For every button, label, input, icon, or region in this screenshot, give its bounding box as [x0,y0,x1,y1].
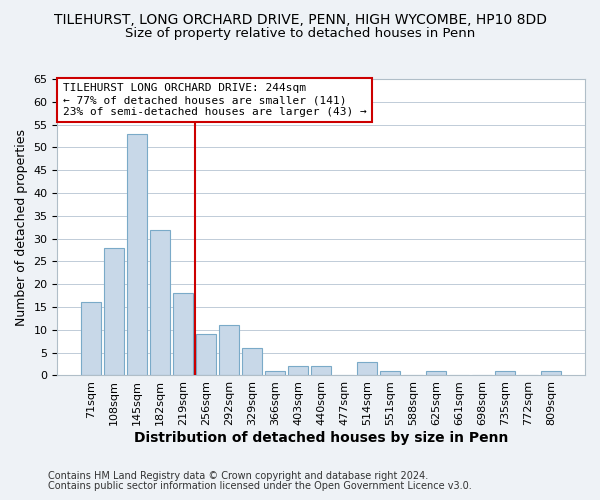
Bar [220,326,239,376]
Text: Contains HM Land Registry data © Crown copyright and database right 2024.: Contains HM Land Registry data © Crown c… [48,471,428,481]
Text: Size of property relative to detached houses in Penn: Size of property relative to detached ho… [125,28,475,40]
Text: TILEHURST LONG ORCHARD DRIVE: 244sqm
← 77% of detached houses are smaller (141)
: TILEHURST LONG ORCHARD DRIVE: 244sqm ← 7… [62,84,367,116]
Bar [127,134,147,376]
Bar [151,230,170,376]
Y-axis label: Number of detached properties: Number of detached properties [15,128,28,326]
Bar [173,294,193,376]
Bar [242,348,262,376]
Bar [496,371,515,376]
X-axis label: Distribution of detached houses by size in Penn: Distribution of detached houses by size … [134,431,508,445]
Bar [104,248,124,376]
Bar [311,366,331,376]
Bar [82,302,101,376]
Text: TILEHURST, LONG ORCHARD DRIVE, PENN, HIGH WYCOMBE, HP10 8DD: TILEHURST, LONG ORCHARD DRIVE, PENN, HIG… [53,12,547,26]
Bar [380,371,400,376]
Bar [541,371,561,376]
Bar [196,334,216,376]
Bar [358,362,377,376]
Bar [427,371,446,376]
Bar [289,366,308,376]
Bar [265,371,285,376]
Text: Contains public sector information licensed under the Open Government Licence v3: Contains public sector information licen… [48,481,472,491]
